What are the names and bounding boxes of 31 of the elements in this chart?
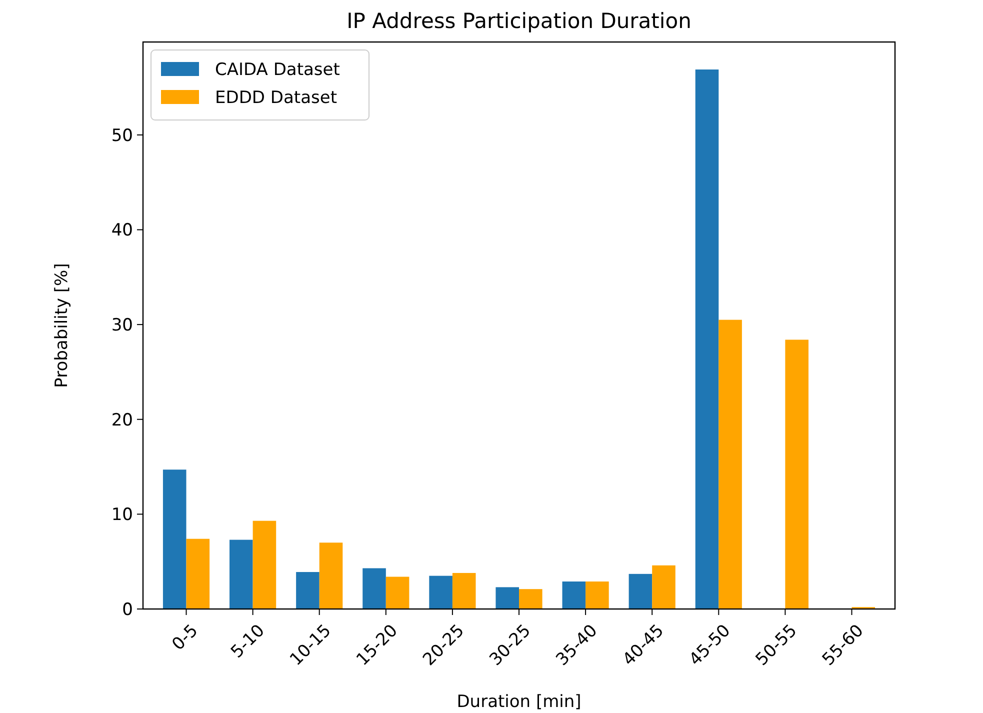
x-tick-label: 0-5 <box>168 620 202 655</box>
bar <box>718 320 742 609</box>
bar <box>386 576 410 609</box>
bar <box>230 540 253 609</box>
y-tick-label: 40 <box>111 220 133 241</box>
bar <box>628 574 652 609</box>
bar <box>319 542 343 609</box>
chart-title: IP Address Participation Duration <box>346 9 692 33</box>
y-axis-title: Probability [%] <box>52 263 72 388</box>
bar <box>785 340 808 609</box>
bar <box>695 69 719 609</box>
legend-label: CAIDA Dataset <box>215 60 340 80</box>
bar <box>296 572 320 609</box>
y-tick-label: 10 <box>111 505 133 526</box>
y-tick-label: 30 <box>111 316 133 336</box>
legend-label: EDDD Dataset <box>215 88 338 108</box>
y-tick-label: 50 <box>111 126 133 146</box>
bar <box>362 568 386 609</box>
bar <box>586 582 609 609</box>
bar <box>252 520 276 609</box>
bar <box>519 589 542 609</box>
x-axis-title: Duration [min] <box>456 692 582 712</box>
y-tick-label: 20 <box>111 410 133 430</box>
bar <box>452 572 476 609</box>
bar <box>562 582 586 609</box>
bar <box>496 587 519 609</box>
bar <box>162 470 186 609</box>
bar <box>429 576 452 609</box>
y-tick-label: 0 <box>122 600 133 620</box>
bar <box>186 538 210 609</box>
bar <box>652 565 676 609</box>
